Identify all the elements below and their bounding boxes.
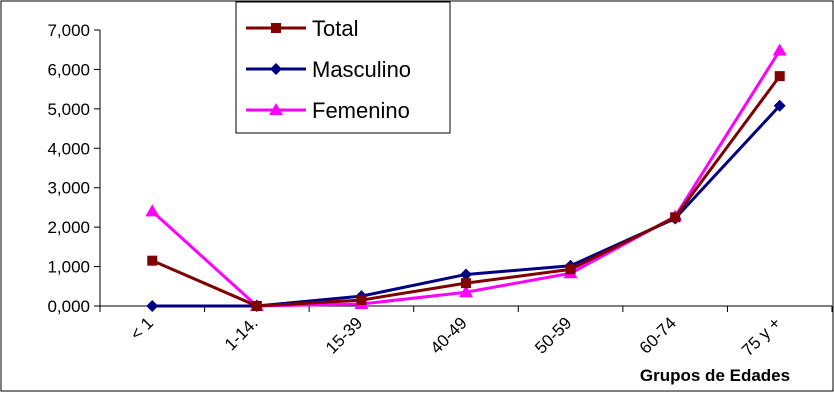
x-axis-title: Grupos de Edades	[640, 366, 790, 385]
data-point-total	[670, 212, 681, 223]
legend-label: Total	[312, 16, 358, 41]
data-point-total	[356, 295, 367, 306]
legend-entry-total: Total	[246, 16, 358, 41]
y-tick-label: 2,000	[47, 218, 90, 237]
legend-label: Masculino	[312, 57, 411, 82]
data-point-total	[565, 264, 576, 275]
y-tick-label: 3,000	[47, 179, 90, 198]
legend-entry-masculino: Masculino	[246, 57, 411, 82]
legend: Total Masculino Femenino	[235, 1, 451, 134]
y-tick-label: 1,000	[47, 258, 90, 277]
series-group	[145, 43, 787, 312]
data-point-total	[251, 301, 262, 311]
y-tick-label: 7,000	[47, 21, 90, 40]
data-point-femenino	[459, 285, 473, 298]
legend-marker	[269, 103, 283, 115]
data-point-total	[774, 71, 785, 82]
legend-marker	[270, 63, 282, 75]
data-point-masculino	[146, 300, 159, 312]
data-point-femenino	[145, 204, 160, 217]
y-tick-label: 6,000	[47, 60, 90, 79]
data-point-total	[147, 255, 158, 266]
data-point-masculino	[773, 99, 786, 112]
data-point-total	[461, 278, 471, 289]
data-point-femenino	[772, 43, 787, 56]
series-total	[147, 71, 785, 311]
y-tick-label: 4,000	[47, 139, 90, 158]
legend-label: Femenino	[312, 98, 410, 123]
legend-entry-femenino: Femenino	[246, 98, 410, 123]
y-tick-label: 0,000	[47, 297, 90, 316]
legend-marker	[271, 23, 281, 33]
y-tick-label: 5,000	[47, 100, 90, 119]
data-point-masculino	[460, 268, 472, 281]
